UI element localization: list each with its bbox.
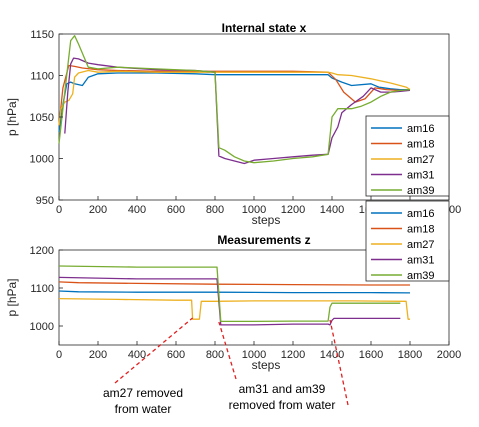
y-tick-label: 1000	[30, 154, 54, 166]
annotation-pointer-line	[114, 317, 193, 384]
y-tick-label: 950	[36, 195, 54, 207]
x-tick-label: 400	[128, 204, 146, 216]
legend-label-am31: am31	[407, 170, 435, 182]
legend-label-am16: am16	[407, 208, 435, 220]
x-tick-label: 1200	[281, 349, 305, 361]
y-tick-label: 1200	[30, 245, 54, 257]
series-line-am31	[58, 276, 401, 326]
series-line-am39	[58, 35, 411, 164]
x-tick-label: 400	[128, 349, 146, 361]
legend-box	[365, 115, 450, 197]
annotation-line: am27 removed	[102, 386, 184, 400]
legend-box	[365, 200, 450, 282]
x-tick-label: 0	[56, 204, 62, 216]
y-axis-label: p [hPa]	[5, 278, 19, 316]
chart-title: Internal state x	[222, 21, 307, 35]
annotation-pointers	[114, 317, 349, 406]
y-tick-label: 1100	[30, 283, 54, 295]
x-tick-label: 200	[89, 204, 107, 216]
y-tick-label: 1100	[30, 71, 54, 83]
x-tick-label: 200	[89, 349, 107, 361]
x-tick-label: 1600	[359, 349, 383, 361]
legend-label-am16: am16	[407, 123, 435, 135]
annotation-am31-am39-removed: am31 and am39 removed from water	[212, 381, 352, 413]
chart-measurements: 0 200 400 600 800 1000 1200 1400 1600 1800 2000100…	[5, 200, 461, 372]
x-tick-label: 800	[206, 349, 224, 361]
annotation-am27-removed: am27 removed from water	[88, 385, 198, 417]
series-line-am27	[58, 297, 410, 320]
series-line-am18	[58, 64, 410, 126]
x-tick-label: 2000	[437, 349, 461, 361]
legend-label-am39: am39	[407, 270, 435, 282]
y-tick-label: 1050	[30, 112, 54, 124]
chart-title: Measurements z	[217, 233, 310, 247]
annotation-pointer-line	[329, 319, 349, 406]
legend-label-am27: am27	[407, 239, 435, 251]
x-tick-label: 800	[206, 204, 224, 216]
x-axis-label: steps	[252, 358, 281, 372]
x-tick-label: 1800	[398, 349, 422, 361]
x-tick-label: 0	[56, 349, 62, 361]
x-axis-label: steps	[252, 213, 281, 227]
y-axis-label: p [hPa]	[5, 98, 19, 136]
chart-internal-state: 0200400600800100012001400160018002000950…	[5, 21, 461, 227]
x-tick-label: 1400	[320, 204, 344, 216]
annotation-line: from water	[114, 402, 172, 416]
annotation-pointer-line	[218, 321, 237, 380]
annotation-line: am31 and am39	[238, 382, 326, 396]
x-tick-label: 600	[167, 349, 185, 361]
x-tick-label: 1000	[242, 204, 266, 216]
series-line-am18	[58, 281, 410, 286]
y-tick-label: 1150	[30, 29, 54, 41]
legend-label-am18: am18	[407, 139, 435, 151]
legend-label-am18: am18	[407, 224, 435, 236]
x-tick-label: 1200	[281, 204, 305, 216]
annotation-line: removed from water	[228, 398, 336, 412]
legend-label-am39: am39	[407, 185, 435, 197]
series-line-am39	[58, 265, 401, 323]
y-tick-label: 1000	[30, 321, 54, 333]
x-tick-label: 600	[167, 204, 185, 216]
series-line-am27	[58, 69, 411, 126]
series-line-am16	[58, 290, 411, 294]
legend-label-am27: am27	[407, 154, 435, 166]
x-tick-label: 1000	[242, 349, 266, 361]
legend-label-am31: am31	[407, 255, 435, 267]
x-tick-label: 1400	[320, 349, 344, 361]
